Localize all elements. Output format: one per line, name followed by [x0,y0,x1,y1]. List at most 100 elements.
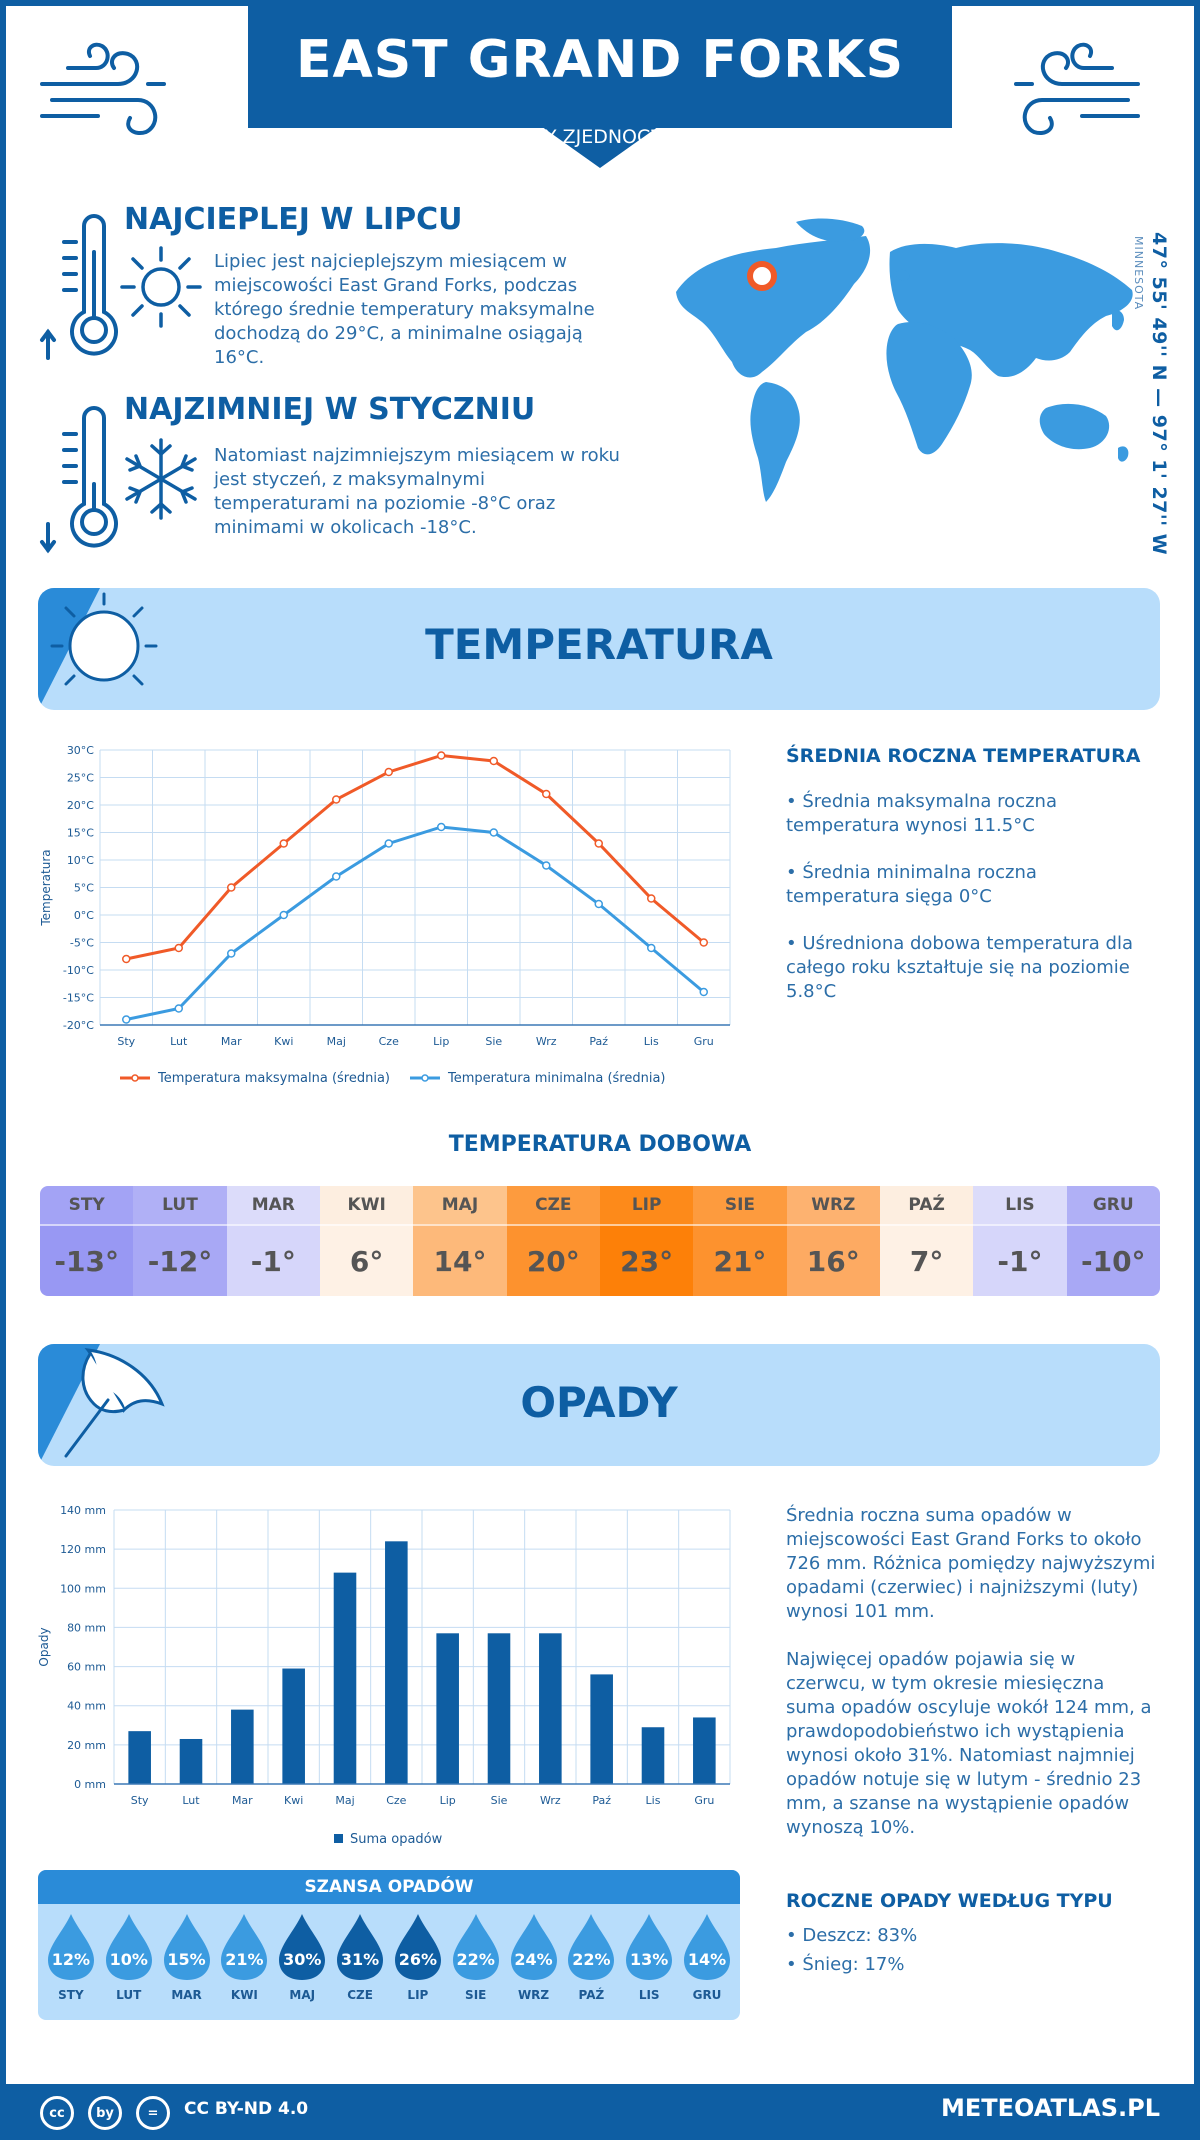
by-icon: by [88,2096,122,2130]
temp-point [437,822,446,832]
chance-value: 26% [398,1950,438,1969]
temp-point [594,899,603,909]
raindrop-icon: 22% [566,1912,616,1982]
precip-legend-label: Suma opadów [350,1832,443,1847]
temp-xtick: Mar [221,1035,242,1048]
daily-month-label: CZE [506,1186,600,1224]
world-map [676,218,1133,502]
precip-ytick: 120 mm [60,1543,106,1556]
raindrop-shape [452,1914,499,1980]
daily-cell: GRU -10° [1066,1186,1160,1296]
temp-ytick: 30°C [67,744,94,757]
temp-point [699,938,708,947]
daily-temp-value: 20° [506,1224,600,1296]
daily-temp-value: -1° [226,1224,320,1296]
chance-drop-cell: 26% LIP [389,1912,447,2002]
raindrop-shape [684,1914,731,1980]
daily-month-label: SIE [693,1186,787,1224]
chance-value: 22% [572,1950,611,1969]
temp-series-line [125,825,705,1021]
precipitation-title: OPADY [520,1378,678,1427]
precip-xtick: Kwi [284,1794,303,1807]
chance-drop-cell: 22% SIE [447,1912,505,2002]
raindrop-shape [221,1914,268,1980]
raindrop-shape [394,1914,441,1980]
daily-cell: WRZ 16° [786,1186,880,1296]
precip-bar [641,1727,665,1784]
chance-drop-cell: 31% CZE [331,1912,389,2002]
coldest-text: Natomiast najzimniejszym miesiącem w rok… [214,445,620,538]
chance-value: 14% [687,1950,727,1969]
temp-xtick: Paź [589,1035,608,1048]
chance-drop-cell: 24% WRZ [505,1912,563,2002]
daily-cell: STY -13° [40,1186,134,1296]
daily-month-label: MAR [226,1186,320,1224]
temp-xtick: Wrz [536,1035,557,1048]
precip-bar [333,1572,357,1784]
precip-ytick: 100 mm [60,1582,106,1595]
chance-month-label: MAJ [289,1988,316,2002]
precip-bar [179,1738,203,1784]
site-link[interactable]: METEOATLAS.PL [940,2094,1160,2122]
precip-xtick: Maj [335,1794,354,1807]
precip-bar [539,1633,562,1784]
precip-bar [693,1717,716,1784]
precip-bar [231,1709,254,1784]
daily-cell: MAR -1° [226,1186,320,1296]
precip-ytick: 140 mm [60,1504,106,1517]
daily-cell: SIE 21° [693,1186,787,1296]
daily-temp-value: -1° [973,1224,1067,1296]
chance-month-label: LUT [116,1988,142,2002]
temperature-chart: -20°C -15°C -10°C -5°C 0°C 5°C 10°C 15°C 20°C 25°… [39,744,731,1086]
umbrella-icon [64,1348,165,1458]
precip-ylabel: Opady [37,1627,51,1666]
precip-ytick: 0 mm [74,1778,106,1791]
chance-month-label: STY [58,1988,84,2002]
thermometer-cold-icon [40,406,118,554]
raindrop-icon: 26% [393,1912,443,1982]
temperature-side-title: ŚREDNIA ROCZNA TEMPERATURA [786,745,1141,767]
temp-point [542,789,551,799]
raindrop-shape [47,1914,94,1980]
temp-legend-marker [131,1074,139,1082]
daily-cell: CZE 20° [506,1186,600,1296]
daily-temp-value: 14° [413,1224,507,1296]
region-label: MINNESOTA [1132,236,1145,311]
daily-temperature-table: STY -13° LUT -12° MAR -1° KWI 6° MAJ 14° CZE 20° LIP… [40,1186,1160,1296]
precip-xtick: Lut [182,1794,200,1807]
daily-month-label: GRU [1066,1186,1160,1224]
daily-cell: KWI 6° [319,1186,414,1296]
snowflake-icon [125,438,197,520]
temp-point [332,795,341,804]
daily-month-label: KWI [319,1186,414,1224]
daily-cell: PAŹ 7° [879,1186,974,1296]
daily-temp-value: 6° [319,1224,414,1296]
temp-ytick: 25°C [67,772,94,785]
precip-xtick: Sty [131,1794,149,1807]
temp-legend-label: Temperatura minimalna (średnia) [447,1071,665,1086]
chance-month-label: WRZ [517,1988,550,2002]
temp-point [279,910,288,920]
daily-month-label: WRZ [786,1186,880,1224]
precip-xtick: Cze [386,1794,406,1807]
page-title: EAST GRAND FORKS [295,30,905,90]
temp-xtick: Maj [327,1035,346,1048]
precip-type-title: ROCZNE OPADY WEDŁUG TYPU [786,1890,1113,1912]
precip-bar [128,1731,151,1784]
daily-cell: MAJ 14° [413,1186,507,1296]
raindrop-icon: 15% [162,1912,212,1982]
temp-point [227,883,236,892]
temp-point [489,828,498,837]
footer [0,2084,1200,2140]
precip-ytick: 80 mm [67,1621,106,1634]
temp-ytick: 15°C [67,827,94,840]
precip-xtick: Paź [592,1794,611,1807]
temp-point [542,861,551,870]
chance-drop-cell: 10% LUT [100,1912,158,2002]
temp-point [699,987,708,997]
daily-temp-value: 7° [879,1224,974,1296]
raindrop-icon: 21% [219,1912,269,1982]
temp-xtick: Lip [433,1035,449,1048]
chance-month-label: MAR [171,1988,202,2002]
wind-icon-left [40,42,166,135]
